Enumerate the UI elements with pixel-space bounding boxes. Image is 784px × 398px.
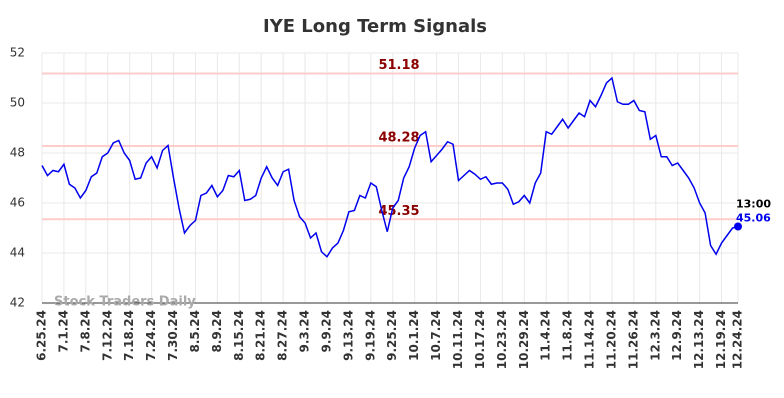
x-tick-label: 11.26.24: [626, 310, 640, 369]
x-tick-label: 10.23.24: [495, 310, 509, 369]
y-tick-label: 42: [10, 296, 25, 310]
x-tick-label: 9.25.24: [385, 310, 399, 361]
x-tick-label: 7.30.24: [166, 310, 180, 361]
watermark: Stock Traders Daily: [54, 295, 196, 310]
x-tick-label: 8.27.24: [276, 310, 290, 361]
x-tick-label: 10.1.24: [407, 310, 421, 361]
x-tick-label: 12.19.24: [714, 310, 728, 369]
x-tick-label: 7.12.24: [100, 310, 114, 361]
x-tick-label: 12.3.24: [648, 310, 662, 361]
x-tick-label: 12.24.24: [731, 310, 745, 369]
signal-label: 51.18: [378, 58, 419, 73]
y-tick-label: 48: [10, 146, 25, 160]
x-tick-label: 9.3.24: [298, 310, 312, 353]
y-tick-label: 46: [10, 196, 25, 210]
x-tick-label: 10.17.24: [473, 310, 487, 369]
x-tick-label: 11.4.24: [539, 310, 553, 361]
x-tick-label: 11.8.24: [561, 310, 575, 361]
x-tick-label: 12.13.24: [692, 310, 706, 369]
x-tick-label: 7.18.24: [122, 310, 136, 361]
y-tick-label: 44: [10, 246, 25, 260]
x-tick-label: 7.8.24: [78, 310, 92, 353]
x-tick-label: 6.25.24: [35, 310, 49, 361]
x-tick-label: 7.24.24: [144, 310, 158, 361]
x-tick-label: 11.14.24: [583, 310, 597, 369]
last-value: 45.06: [736, 212, 771, 225]
price-line: [41, 76, 739, 258]
x-tick-label: 8.9.24: [210, 310, 224, 353]
chart-title: IYE Long Term Signals: [263, 16, 487, 37]
x-tick-label: 12.9.24: [670, 310, 684, 361]
x-tick-label: 10.7.24: [429, 310, 443, 361]
signal-label: 45.35: [378, 204, 419, 219]
signal-label: 48.28: [378, 131, 419, 146]
y-tick-label: 50: [10, 96, 25, 110]
last-point: [734, 222, 742, 231]
x-tick-label: 8.5.24: [188, 310, 202, 353]
x-tick-label: 9.19.24: [363, 310, 377, 361]
x-tick-label: 11.20.24: [604, 310, 618, 369]
x-tick-label: 8.21.24: [254, 310, 268, 361]
x-tick-label: 8.15.24: [232, 310, 246, 361]
x-tick-label: 7.1.24: [56, 310, 70, 353]
x-tick-label: 10.11.24: [451, 310, 465, 369]
y-tick-label: 52: [10, 46, 25, 60]
x-tick-label: 9.9.24: [319, 310, 333, 353]
last-time: 13:00: [736, 198, 771, 211]
x-tick-label: 9.13.24: [341, 310, 355, 361]
x-tick-label: 10.29.24: [517, 310, 531, 369]
